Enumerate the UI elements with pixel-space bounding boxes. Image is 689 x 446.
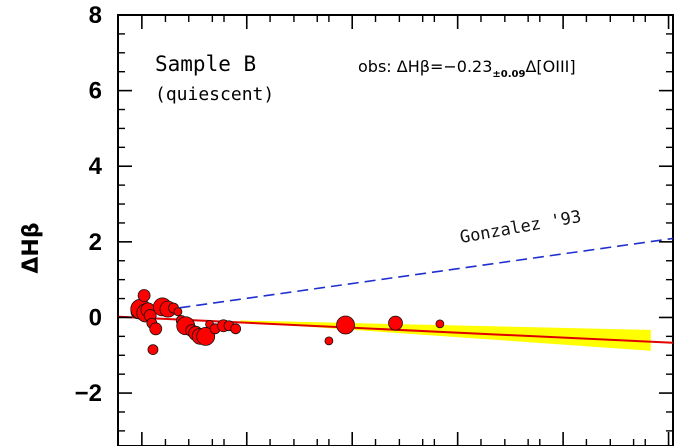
y-tick-label: 6	[89, 78, 102, 105]
y-tick-label: 4	[89, 153, 103, 180]
points-layer	[130, 289, 445, 355]
obs-prefix: obs: ΔHβ=−0.23	[358, 57, 492, 76]
data-point	[196, 326, 216, 346]
y-tick-label: −2	[75, 380, 102, 407]
data-point	[336, 315, 355, 335]
y-tick-label: 2	[89, 229, 102, 256]
gonzalez-label: Gonzalez '93	[458, 207, 582, 248]
data-point	[173, 307, 183, 317]
obs-suffix: Δ[OIII]	[525, 57, 575, 76]
data-point	[137, 289, 151, 302]
obs-relation: obs: ΔHβ=−0.23±0.09Δ[OIII]	[358, 57, 576, 80]
gonzalez-line	[145, 237, 674, 314]
data-point	[435, 319, 445, 329]
plot-frame	[117, 14, 674, 446]
sample-title: Sample B	[155, 52, 256, 76]
data-point	[147, 344, 159, 355]
tick-label-layer: −2 0 2 4 6 8	[75, 2, 103, 407]
y-tick-label: 8	[89, 2, 102, 29]
ticks-layer	[118, 14, 673, 446]
data-point	[230, 323, 242, 335]
data-point	[149, 322, 163, 336]
obs-subscript: ±0.09	[492, 69, 525, 80]
y-tick-label: 0	[89, 304, 102, 331]
plot-border	[117, 14, 674, 446]
y-axis-label: ΔHβ	[19, 222, 44, 273]
data-point	[324, 336, 334, 346]
sample-subtitle: (quiescent)	[155, 84, 274, 105]
data-point	[388, 315, 403, 331]
